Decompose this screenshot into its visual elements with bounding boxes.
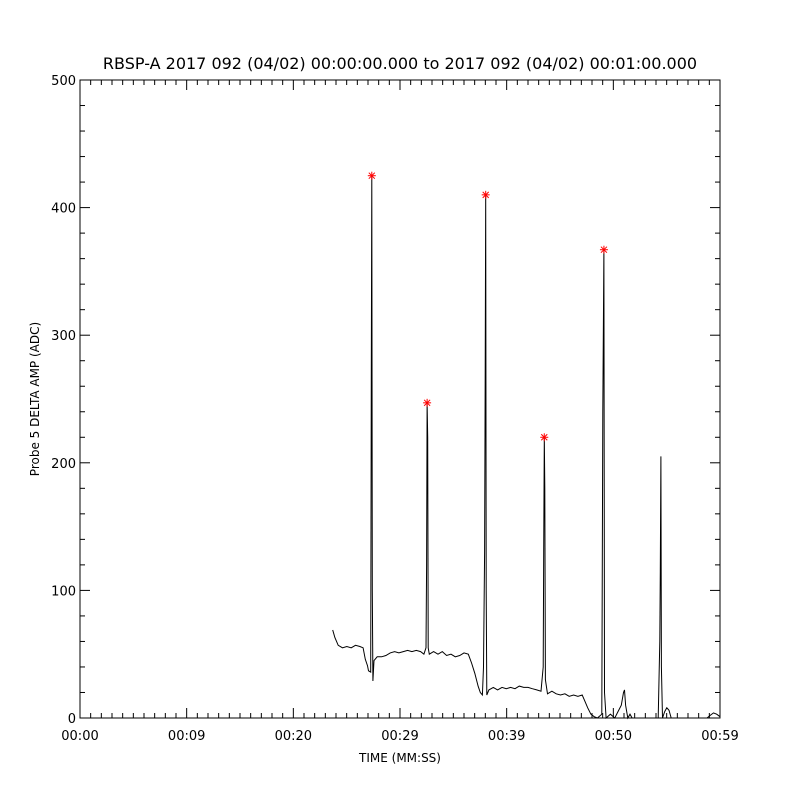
axis-ticks: 0 100 200 300 400 500 00:00 00:09 00:20 00:29 00:3…	[51, 74, 739, 744]
peak-marker	[599, 245, 608, 254]
x-axis-label: TIME (MM:SS)	[359, 751, 441, 765]
y-tick-label: 100	[51, 584, 76, 599]
y-tick-label: 500	[51, 74, 76, 89]
y-tick-label: 300	[51, 329, 76, 344]
y-tick-label: 0	[68, 712, 76, 727]
peak-marker	[423, 398, 432, 407]
x-tick-label: 00:29	[381, 729, 418, 744]
peak-marker	[540, 433, 549, 442]
peak-marker	[367, 171, 376, 180]
x-tick-label: 00:59	[701, 729, 738, 744]
peak-marker	[481, 190, 490, 199]
x-tick-label: 00:50	[595, 729, 632, 744]
x-tick-label: 00:39	[488, 729, 525, 744]
x-tick-label: 00:00	[61, 729, 98, 744]
x-tick-label: 00:09	[168, 729, 205, 744]
x-tick-label: 00:20	[275, 729, 312, 744]
series-line	[332, 175, 721, 720]
y-tick-label: 400	[51, 202, 76, 217]
peak-markers	[367, 171, 608, 442]
plot-frame	[79, 79, 721, 719]
y-tick-label: 200	[51, 457, 76, 472]
chart-title: RBSP-A 2017 092 (04/02) 00:00:00.000 to …	[102, 54, 698, 73]
series-group	[332, 175, 721, 720]
